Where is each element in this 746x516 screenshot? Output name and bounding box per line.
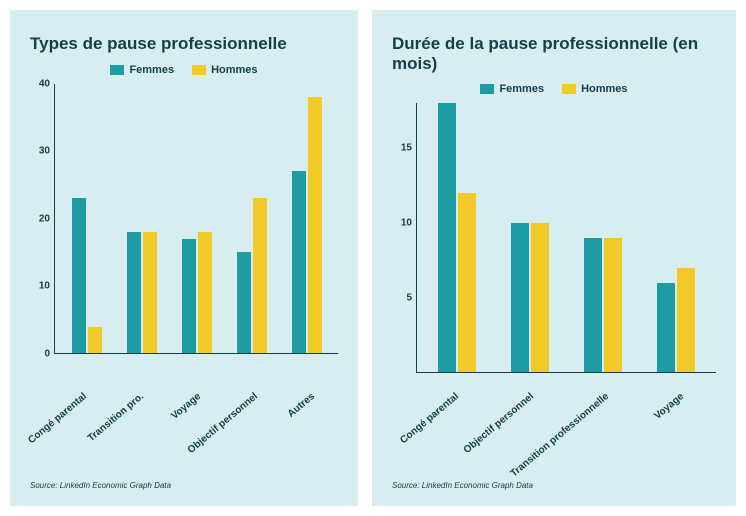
bar-hommes: [531, 223, 549, 373]
x-label: Congé parental: [398, 391, 461, 446]
bar-hommes: [253, 198, 267, 353]
legend-label-hommes: Hommes: [211, 64, 257, 76]
x-label: Objectif personnel: [461, 391, 535, 456]
bar-hommes: [143, 232, 157, 354]
legend-item-femmes: Femmes: [480, 83, 544, 95]
y-tick: 10: [401, 218, 412, 229]
x-label: Voyage: [169, 391, 203, 422]
bar-hommes: [677, 268, 695, 373]
bars-row-right: [417, 103, 716, 373]
swatch-femmes: [480, 84, 494, 94]
plot-left: [54, 84, 338, 354]
legend-label-hommes: Hommes: [581, 83, 627, 95]
bar-group: [237, 198, 267, 353]
bar-femmes: [182, 239, 196, 354]
x-label: Transition pro.: [86, 391, 146, 444]
legend-label-femmes: Femmes: [129, 64, 174, 76]
chart-title-right: Durée de la pause professionnelle (en mo…: [392, 34, 716, 73]
x-labels-left: Congé parentalTransition pro.VoyageObjec…: [30, 385, 338, 477]
legend-left: Femmes Hommes: [30, 64, 338, 76]
x-label: Congé parental: [27, 391, 90, 446]
bar-hommes: [604, 238, 622, 373]
bar-femmes: [292, 171, 306, 353]
bar-femmes: [127, 232, 141, 354]
chart-area-left: 010203040: [30, 84, 338, 385]
bar-group: [657, 268, 695, 373]
y-tick: 30: [39, 146, 50, 157]
bar-group: [72, 198, 102, 353]
plot-right: [416, 103, 716, 373]
bar-group: [292, 97, 322, 354]
legend-item-femmes: Femmes: [110, 64, 174, 76]
y-axis-left: 010203040: [30, 84, 54, 354]
bar-group: [511, 223, 549, 373]
bar-femmes: [72, 198, 86, 353]
bar-femmes: [511, 223, 529, 373]
legend-right: Femmes Hommes: [392, 83, 716, 95]
panel-types: Types de pause professionnelle Femmes Ho…: [10, 10, 358, 506]
x-label: Voyage: [652, 391, 686, 422]
bars-row-left: [55, 84, 338, 354]
y-axis-right: 5 10 15: [392, 103, 416, 373]
y-tick: 20: [39, 213, 50, 224]
legend-label-femmes: Femmes: [499, 83, 544, 95]
chart-title-left: Types de pause professionnelle: [30, 34, 338, 54]
source-right: Source: LinkedIn Economic Graph Data: [392, 481, 716, 490]
source-left: Source: LinkedIn Economic Graph Data: [30, 481, 338, 490]
legend-item-hommes: Hommes: [562, 83, 627, 95]
swatch-hommes: [192, 65, 206, 75]
bar-group: [438, 103, 476, 373]
bar-hommes: [88, 327, 102, 354]
y-tick: 5: [406, 293, 412, 304]
bar-hommes: [308, 97, 322, 354]
bar-hommes: [198, 232, 212, 354]
bar-femmes: [584, 238, 602, 373]
chart-area-right: 5 10 15: [392, 103, 716, 385]
x-labels-right: Congé parentalObjectif personnelTransiti…: [392, 385, 716, 477]
bar-group: [127, 232, 157, 354]
bar-femmes: [438, 103, 456, 373]
swatch-hommes: [562, 84, 576, 94]
bar-femmes: [237, 252, 251, 353]
bar-group: [182, 232, 212, 354]
bar-hommes: [458, 193, 476, 373]
y-tick: 0: [44, 348, 50, 359]
bar-group: [584, 238, 622, 373]
y-tick: 10: [39, 281, 50, 292]
swatch-femmes: [110, 65, 124, 75]
x-label: Autres: [285, 391, 316, 420]
legend-item-hommes: Hommes: [192, 64, 257, 76]
panel-duree: Durée de la pause professionnelle (en mo…: [372, 10, 736, 506]
x-axis-line: [55, 353, 338, 354]
bar-femmes: [657, 283, 675, 373]
y-tick: 40: [39, 78, 50, 89]
x-axis-line: [417, 372, 716, 373]
y-tick: 15: [401, 143, 412, 154]
